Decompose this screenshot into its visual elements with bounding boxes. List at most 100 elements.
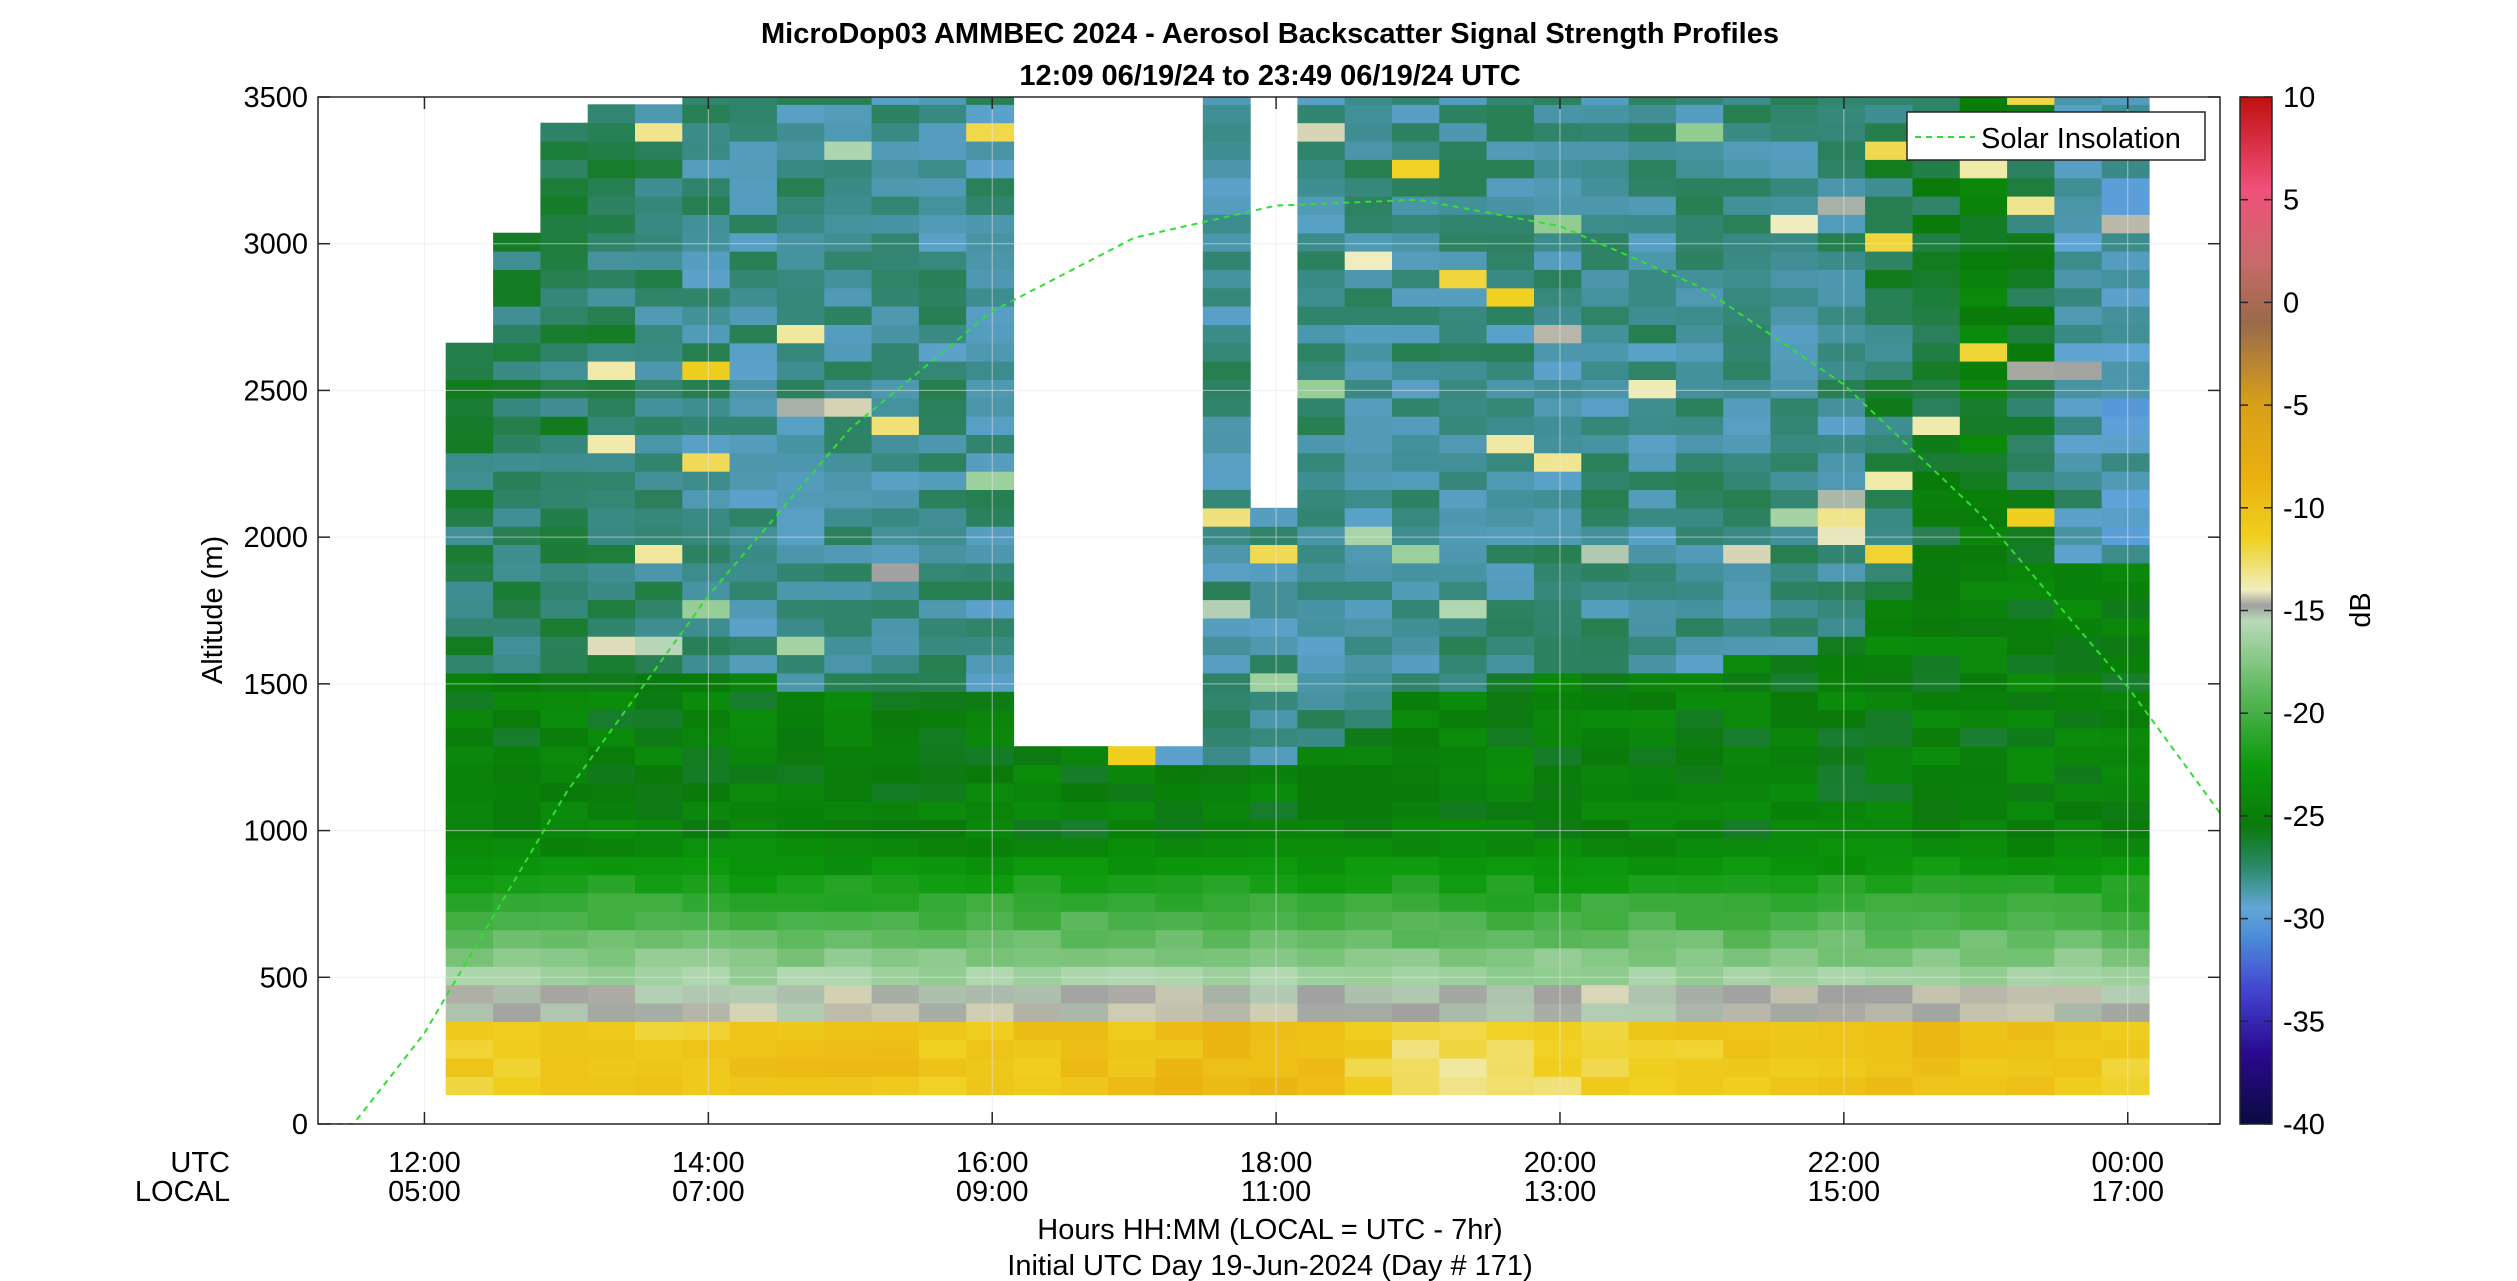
heatmap-cell (1486, 122, 1535, 142)
heatmap-cell (1202, 122, 1251, 142)
colorbar-tick-label: -5 (2283, 390, 2309, 422)
heatmap-cell (682, 196, 731, 215)
heatmap-cell (1723, 929, 1772, 949)
heatmap-cell (1250, 892, 1298, 912)
heatmap-cell (445, 727, 494, 747)
heatmap-cell (918, 617, 967, 637)
heatmap-cell (445, 361, 494, 380)
heatmap-cell (1959, 819, 2008, 839)
heatmap-cell (1581, 141, 1630, 160)
heatmap-cell (776, 141, 825, 160)
heatmap-cell (871, 562, 920, 582)
heatmap-cell (1770, 177, 1819, 197)
heatmap-cell (824, 342, 873, 362)
heatmap-cell (1344, 159, 1393, 179)
heatmap-cell (1534, 984, 1582, 1004)
utc-row-label: UTC (170, 1147, 230, 1179)
heatmap-cell (2054, 177, 2103, 197)
heatmap-cell (2007, 654, 2055, 674)
heatmap-cell (1344, 764, 1393, 784)
heatmap-cell (587, 1003, 636, 1022)
heatmap-cell (1912, 507, 1961, 527)
heatmap-cell (1250, 801, 1298, 821)
heatmap-cell (1250, 984, 1298, 1004)
heatmap-cell (1202, 416, 1251, 435)
heatmap-cell (1865, 397, 1913, 417)
heatmap-cell (1108, 892, 1156, 912)
heatmap-cell (1628, 141, 1677, 160)
heatmap-cell (1297, 1021, 1346, 1041)
heatmap-cell (540, 287, 589, 307)
heatmap-cell (635, 361, 683, 380)
heatmap-cell (1865, 306, 1913, 325)
heatmap-cell (2101, 581, 2150, 601)
heatmap-cell (1959, 654, 2008, 674)
heatmap-cell (1581, 306, 1630, 325)
heatmap-cell (1534, 856, 1582, 876)
heatmap-cell (1770, 874, 1819, 894)
heatmap-cell (1770, 801, 1819, 821)
heatmap-cell (682, 97, 731, 105)
heatmap-cell (1439, 874, 1488, 894)
heatmap-cell (493, 342, 541, 362)
heatmap-cell (1723, 122, 1772, 142)
heatmap-cell (966, 269, 1015, 289)
heatmap-cell (1959, 196, 2008, 215)
heatmap-cell (2101, 617, 2150, 637)
heatmap-cell (682, 929, 731, 949)
heatmap-cell (1439, 306, 1488, 325)
heatmap-cell (918, 306, 967, 325)
heatmap-cell (729, 892, 778, 912)
heatmap-cell (1723, 232, 1772, 252)
heatmap-cell (540, 1003, 589, 1022)
heatmap-cell (1628, 856, 1677, 876)
heatmap-cell (2007, 892, 2055, 912)
heatmap-cell (871, 159, 920, 179)
heatmap-cell (1675, 269, 1724, 289)
heatmap-cell (1723, 654, 1772, 674)
heatmap-cell (445, 434, 494, 454)
heatmap-cell (918, 1058, 967, 1077)
heatmap-cell (966, 104, 1015, 124)
heatmap-cell (1344, 929, 1393, 949)
heatmap-cell (2101, 544, 2150, 564)
heatmap-cell (635, 966, 683, 986)
heatmap-cell (1439, 837, 1488, 857)
heatmap-cell (966, 122, 1015, 142)
heatmap-cell (1865, 819, 1913, 839)
heatmap-cell (2007, 1021, 2055, 1041)
heatmap-cell (918, 727, 967, 747)
heatmap-cell (1959, 526, 2008, 545)
heatmap-cell (966, 471, 1015, 490)
heatmap-cell (682, 599, 731, 619)
heatmap-cell (824, 929, 873, 949)
heatmap-cell (2007, 636, 2055, 656)
heatmap-cell (966, 874, 1015, 894)
heatmap-cell (1817, 746, 1866, 766)
heatmap-cell (966, 141, 1015, 160)
heatmap-cell (2054, 581, 2103, 601)
heatmap-cell (1865, 1039, 1913, 1059)
heatmap-cell (776, 434, 825, 454)
heatmap-cell (1675, 196, 1724, 215)
heatmap-cell (871, 966, 920, 986)
heatmap-cell (2054, 727, 2103, 747)
heatmap-cell (1202, 581, 1251, 601)
heatmap-cell (824, 251, 873, 270)
x-tick-label-utc: 12:00 (388, 1147, 461, 1179)
heatmap-cell (1297, 1003, 1346, 1022)
heatmap-cell (682, 764, 731, 784)
heatmap-cell (918, 1076, 967, 1096)
heatmap-cell (1439, 617, 1488, 637)
heatmap-cell (1392, 581, 1440, 601)
heatmap-cell (1628, 1003, 1677, 1022)
heatmap-cell (1250, 746, 1298, 766)
heatmap-cell (635, 489, 683, 509)
heatmap-cell (729, 232, 778, 252)
heatmap-cell (1581, 104, 1630, 124)
heatmap-cell (729, 251, 778, 270)
heatmap-cell (1202, 287, 1251, 307)
heatmap-cell (1250, 636, 1298, 656)
heatmap-cell (776, 929, 825, 949)
heatmap-cell (1723, 196, 1772, 215)
